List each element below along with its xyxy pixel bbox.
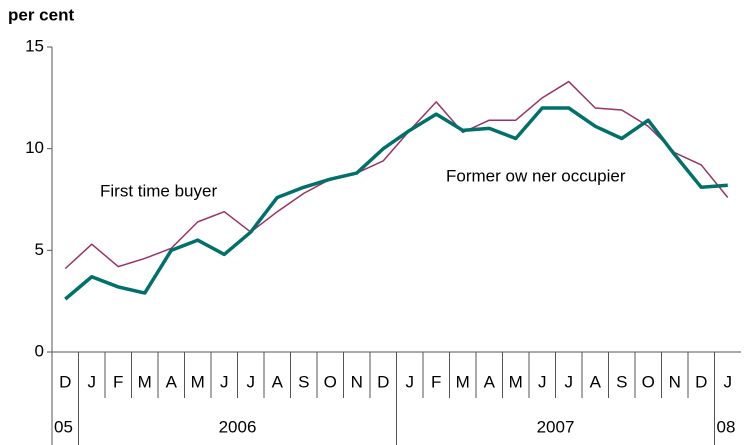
x-tick-label: M xyxy=(191,372,205,391)
x-tick-label: J xyxy=(88,372,97,391)
y-tick-label: 15 xyxy=(25,36,44,55)
year-label: 2007 xyxy=(537,417,575,436)
x-tick-label: M xyxy=(456,372,470,391)
x-tick-label: J xyxy=(565,372,574,391)
x-tick-label: F xyxy=(431,372,441,391)
y-axis-label: per cent xyxy=(8,5,74,24)
y-tick-label: 10 xyxy=(25,138,44,157)
x-tick-label: O xyxy=(324,372,337,391)
x-tick-label: D xyxy=(695,372,707,391)
y-tick-label: 0 xyxy=(35,341,44,360)
x-tick-label: M xyxy=(509,372,523,391)
x-tick-label: J xyxy=(220,372,229,391)
x-tick-label: N xyxy=(351,372,363,391)
series-line xyxy=(64,80,729,270)
x-tick-label: A xyxy=(166,372,178,391)
x-tick-label: D xyxy=(377,372,389,391)
year-label: 2006 xyxy=(219,417,257,436)
series-line xyxy=(64,106,728,301)
x-tick-label: S xyxy=(616,372,627,391)
x-tick-label: N xyxy=(669,372,681,391)
x-tick-label: O xyxy=(642,372,655,391)
x-tick-label: A xyxy=(272,372,284,391)
y-tick-label: 5 xyxy=(35,240,44,259)
series-annotation: First time buyer xyxy=(100,181,217,200)
x-tick-label: J xyxy=(247,372,256,391)
x-tick-label: A xyxy=(484,372,496,391)
x-tick-label: D xyxy=(59,372,71,391)
x-tick-label: S xyxy=(298,372,309,391)
year-label: 08 xyxy=(717,417,736,436)
series-annotation: Former ow ner occupier xyxy=(446,166,626,185)
x-tick-label: A xyxy=(590,372,602,391)
x-tick-label: J xyxy=(406,372,415,391)
x-tick-label: F xyxy=(113,372,123,391)
year-label: 05 xyxy=(54,417,73,436)
x-tick-label: M xyxy=(138,372,152,391)
x-tick-label: J xyxy=(538,372,547,391)
x-tick-label: J xyxy=(724,372,733,391)
